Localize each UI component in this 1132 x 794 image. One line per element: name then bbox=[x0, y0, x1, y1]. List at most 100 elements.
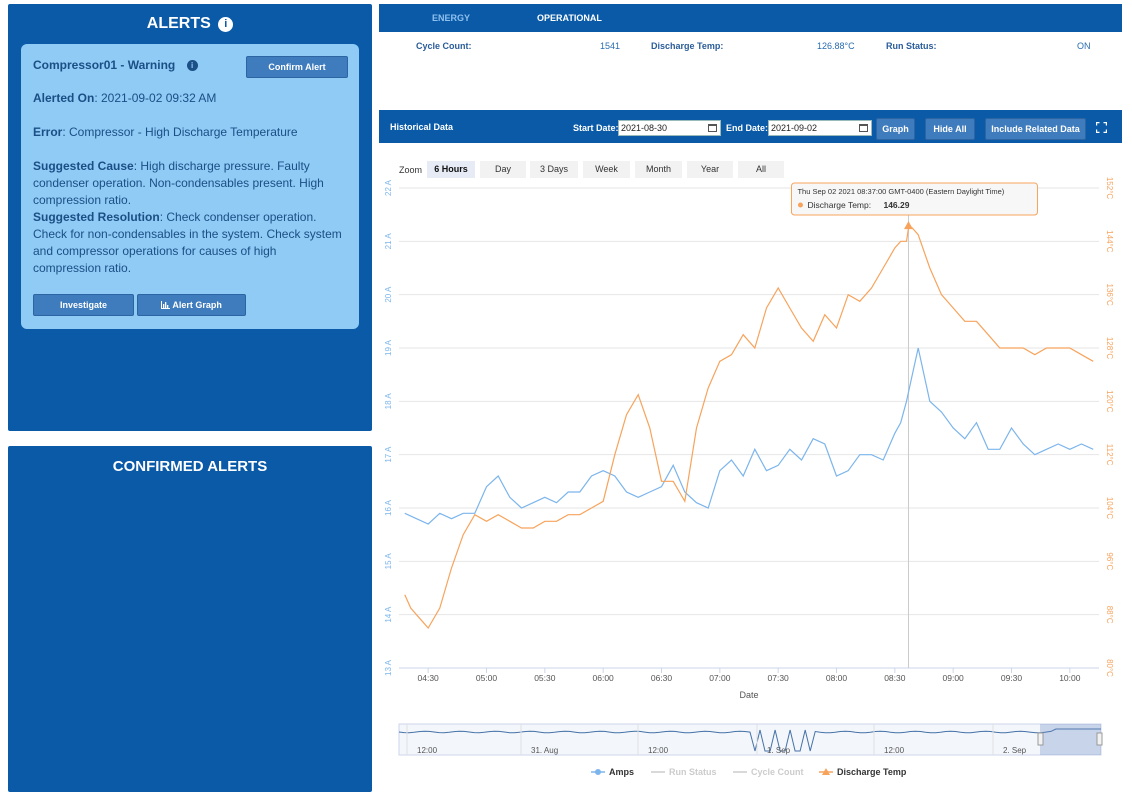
zoom-option-all[interactable]: All bbox=[738, 161, 784, 178]
run-status-value: ON bbox=[1077, 41, 1091, 51]
x-axis-tick: 04:30 bbox=[418, 673, 440, 683]
x-axis-tick: 10:00 bbox=[1059, 673, 1081, 683]
start-date-input[interactable]: 2021-08-30 bbox=[618, 120, 721, 136]
x-axis-tick: 09:30 bbox=[1001, 673, 1023, 683]
y-axis-right-tick: 96°C bbox=[1105, 552, 1114, 570]
tooltip-date: Thu Sep 02 2021 08:37:00 GMT-0400 (Easte… bbox=[797, 187, 1004, 196]
alert-graph-button[interactable]: Alert Graph bbox=[137, 294, 246, 316]
zoom-option-week[interactable]: Week bbox=[583, 161, 630, 178]
hide-all-button[interactable]: Hide All bbox=[925, 118, 975, 140]
x-axis-tick: 07:00 bbox=[709, 673, 731, 683]
end-date-input[interactable]: 2021-09-02 bbox=[768, 120, 872, 136]
y-axis-left-tick: 21 A bbox=[384, 233, 393, 250]
alert-heading: Compressor01 - Warning i bbox=[33, 58, 198, 72]
y-axis-left-tick: 17 A bbox=[384, 446, 393, 463]
alert-heading-text: Compressor01 - Warning bbox=[33, 58, 176, 72]
tooltip-series-dot bbox=[797, 202, 803, 208]
legend-item[interactable]: Discharge Temp bbox=[837, 767, 907, 777]
tooltip-marker bbox=[903, 221, 913, 230]
navigator-label: 12:00 bbox=[884, 746, 905, 755]
alerted-on-value: : 2021-09-02 09:32 AM bbox=[94, 91, 217, 105]
error-value: : Compressor - High Discharge Temperatur… bbox=[62, 125, 298, 139]
chart-area: Zoom 6 Hours Day 3 Days Week Month Year All 13… bbox=[379, 150, 1122, 790]
x-axis-tick: 06:30 bbox=[651, 673, 673, 683]
error-label: Error bbox=[33, 125, 63, 139]
navigator-handle bbox=[1096, 732, 1103, 746]
x-axis-tick: 05:30 bbox=[534, 673, 556, 683]
confirm-alert-button[interactable]: Confirm Alert bbox=[246, 56, 348, 78]
tooltip-value: 146.29 bbox=[883, 200, 909, 210]
tooltip-series-label: Discharge Temp: bbox=[807, 200, 871, 210]
x-axis-label: Date bbox=[739, 690, 758, 700]
navigator-series bbox=[398, 728, 1101, 752]
y-axis-left-tick: 18 A bbox=[384, 393, 393, 410]
navigator-label: 31. Aug bbox=[531, 746, 558, 755]
navigator-handle bbox=[1037, 732, 1044, 746]
y-axis-left-tick: 14 A bbox=[384, 606, 393, 623]
end-date-value: 2021-09-02 bbox=[771, 123, 818, 133]
alerts-header: ALERTS i bbox=[8, 4, 372, 42]
navigator-label: 1. Sep bbox=[767, 746, 791, 755]
tabs-bar: ENERGY OPERATIONAL bbox=[379, 4, 1122, 32]
y-axis-right-tick: 128°C bbox=[1105, 337, 1114, 360]
info-icon[interactable]: i bbox=[218, 17, 234, 32]
y-axis-left-tick: 19 A bbox=[384, 339, 393, 356]
navigator-box bbox=[398, 723, 1102, 756]
x-axis-tick: 09:00 bbox=[943, 673, 965, 683]
x-axis-tick: 08:00 bbox=[826, 673, 848, 683]
navigator-label: 2. Sep bbox=[1003, 746, 1027, 755]
y-axis-right-tick: 136°C bbox=[1105, 284, 1114, 307]
stats-row: Cycle Count: 1541 Discharge Temp: 126.88… bbox=[379, 32, 1122, 104]
y-axis-left-tick: 16 A bbox=[384, 499, 393, 516]
investigate-button[interactable]: Investigate bbox=[33, 294, 134, 316]
start-date-value: 2021-08-30 bbox=[621, 123, 668, 133]
run-status-label: Run Status: bbox=[886, 41, 937, 51]
y-axis-left-tick: 20 A bbox=[384, 286, 393, 303]
y-axis-right-tick: 152°C bbox=[1105, 177, 1114, 200]
resolution-label: Suggested Resolution bbox=[33, 210, 160, 224]
alerted-on-label: Alerted On bbox=[33, 91, 95, 105]
zoom-option-3-days[interactable]: 3 Days bbox=[530, 161, 578, 178]
graph-button[interactable]: Graph bbox=[876, 118, 915, 140]
y-axis-left-tick: 15 A bbox=[384, 553, 393, 570]
calendar-icon[interactable] bbox=[859, 124, 868, 132]
confirmed-alerts-title: CONFIRMED ALERTS bbox=[112, 458, 268, 475]
cause-label: Suggested Cause bbox=[33, 159, 134, 173]
bar-chart-icon bbox=[161, 301, 171, 309]
series-line-amps bbox=[404, 347, 1094, 525]
error-row: Error: Compressor - High Discharge Tempe… bbox=[33, 124, 347, 141]
cause-value: : High discharge pressure. Faulty conden… bbox=[33, 159, 324, 207]
legend-item[interactable]: Run Status bbox=[669, 767, 717, 777]
historical-chart[interactable]: 13 A 14 A 15 A 16 A 17 A 18 A 19 A 20 A 21 A 22 A… bbox=[379, 150, 1122, 790]
zoom-label: Zoom bbox=[399, 165, 423, 175]
cycle-count-label: Cycle Count: bbox=[416, 41, 472, 51]
include-related-data-button[interactable]: Include Related Data bbox=[985, 118, 1086, 140]
legend-item[interactable]: Amps bbox=[609, 767, 634, 777]
alert-graph-label: Alert Graph bbox=[172, 300, 222, 310]
series-line-discharge-temp bbox=[404, 225, 1094, 630]
resolution-value: : Check condenser operation. Check for n… bbox=[33, 210, 342, 275]
discharge-temp-label: Discharge Temp: bbox=[651, 41, 724, 51]
resolution-row: Suggested Resolution: Check condenser op… bbox=[33, 209, 347, 277]
zoom-option-day[interactable]: Day bbox=[480, 161, 526, 178]
tab-operational[interactable]: OPERATIONAL bbox=[537, 13, 602, 23]
zoom-option-year[interactable]: Year bbox=[687, 161, 733, 178]
x-axis-tick: 06:00 bbox=[593, 673, 615, 683]
y-axis-right-tick: 112°C bbox=[1105, 444, 1114, 466]
x-axis-tick: 05:00 bbox=[476, 673, 498, 683]
cycle-count-value: 1541 bbox=[600, 41, 621, 51]
y-axis-right-tick: 144°C bbox=[1105, 230, 1114, 253]
info-icon[interactable]: i bbox=[186, 60, 198, 71]
calendar-icon[interactable] bbox=[708, 124, 717, 132]
fullscreen-icon[interactable] bbox=[1096, 122, 1107, 133]
x-axis-tick: 08:30 bbox=[884, 673, 906, 683]
y-axis-right-tick: 88°C bbox=[1105, 606, 1114, 624]
zoom-option-month[interactable]: Month bbox=[635, 161, 682, 178]
confirmed-alerts-panel: CONFIRMED ALERTS bbox=[8, 446, 372, 792]
historical-title: Historical Data bbox=[390, 122, 454, 132]
navigator-label: 12:00 bbox=[417, 746, 438, 755]
zoom-option-6-hours[interactable]: 6 Hours bbox=[427, 161, 475, 178]
tooltip-box bbox=[790, 182, 1038, 216]
tab-energy[interactable]: ENERGY bbox=[432, 13, 471, 23]
legend-item[interactable]: Cycle Count bbox=[751, 767, 804, 777]
